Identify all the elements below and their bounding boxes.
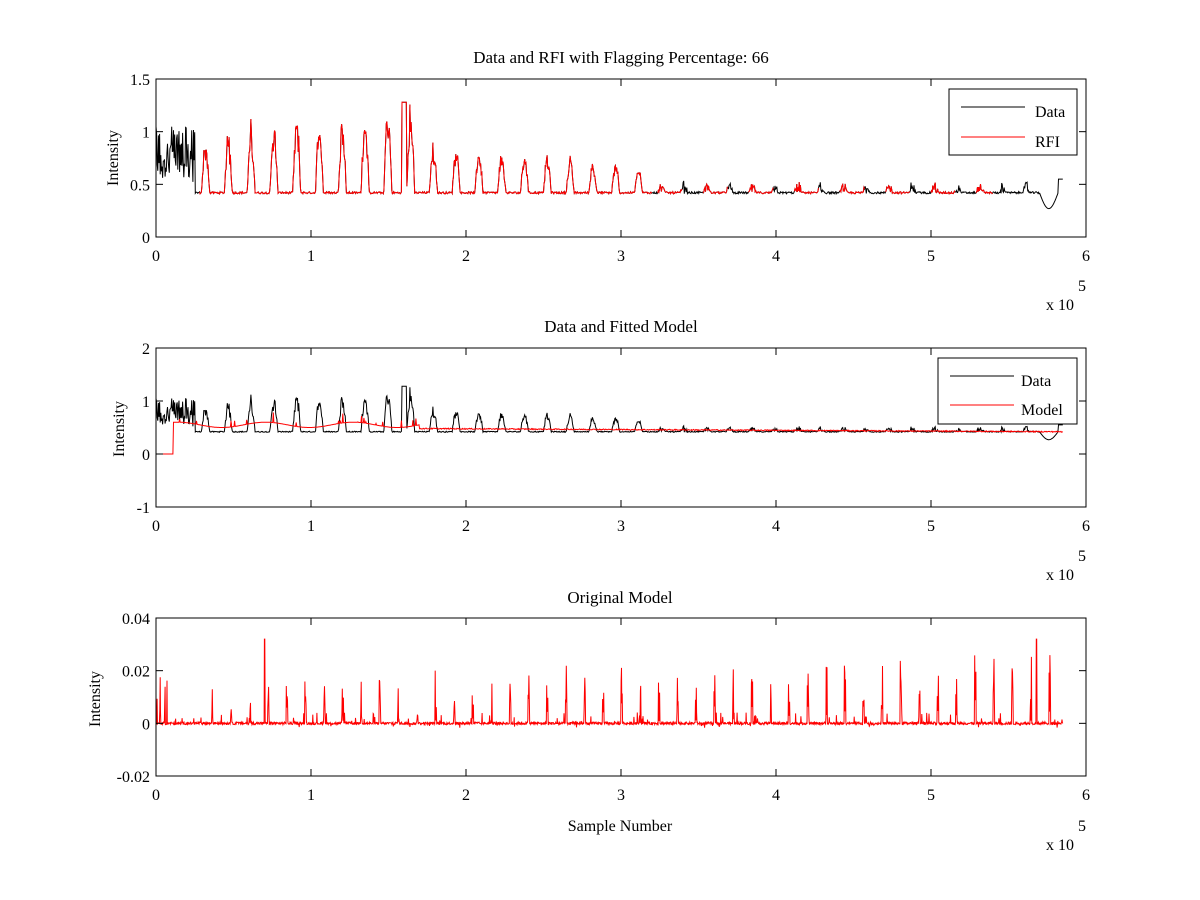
x-tick-label: 2 xyxy=(462,787,470,804)
y-tick-label: 1 xyxy=(142,394,150,411)
x-tick-label: 5 xyxy=(927,248,935,265)
x-tick-label: 5 xyxy=(927,518,935,535)
x-tick-label: 3 xyxy=(617,518,625,535)
panel-3-x-exponent: 5 xyxy=(1078,818,1086,835)
y-tick-label: 1.5 xyxy=(130,72,150,89)
y-tick-label: 0.04 xyxy=(122,611,150,628)
series-data-line xyxy=(155,385,1063,441)
x-tick-label: 4 xyxy=(772,518,780,535)
panel-3-ylabel: Intensity xyxy=(87,671,104,727)
y-tick-label: 0 xyxy=(142,716,150,733)
x-tick-label: 2 xyxy=(462,248,470,265)
x-tick-label: 0 xyxy=(152,787,160,804)
y-tick-label: 0 xyxy=(142,230,150,247)
x-tick-label: 3 xyxy=(617,248,625,265)
legend2-data-label: Data xyxy=(1021,373,1051,390)
x-tick-label: 6 xyxy=(1082,787,1090,804)
panel-3-xlabel: Sample Number xyxy=(568,818,673,835)
legend-rfi-label: RFI xyxy=(1035,134,1060,151)
x-tick-label: 3 xyxy=(617,787,625,804)
y-tick-label: 1 xyxy=(142,125,150,142)
x-tick-label: 2 xyxy=(462,518,470,535)
panel-2-legend: Data Model xyxy=(937,357,1078,425)
panel-fitted-model: Data and Fitted Model Intensity 0 1 2 3 4 5 6 -… xyxy=(111,317,1090,584)
panel-1-ylabel: Intensity xyxy=(105,130,122,186)
panel-1-title: Data and RFI with Flagging Percentage: 6… xyxy=(473,48,769,67)
panel-original-model: Original Model Intensity 0 1 2 3 4 5 6-0.0200.… xyxy=(87,588,1090,854)
x-tick-label: 0 xyxy=(152,518,160,535)
y-tick-label: 0 xyxy=(142,447,150,464)
panel-2-ylabel: Intensity xyxy=(111,401,128,457)
x-tick-label: 0 xyxy=(152,248,160,265)
panel-1-legend: Data RFI xyxy=(948,88,1078,156)
x-tick-label: 4 xyxy=(772,248,780,265)
y-tick-label: -0.02 xyxy=(117,769,150,786)
series-original-model-line xyxy=(155,638,1064,728)
y-tick-label: 2 xyxy=(142,341,150,358)
panel-rfi-flagging: Data and RFI with Flagging Percentage: 6… xyxy=(105,48,1090,314)
x-tick-label: 5 xyxy=(927,787,935,804)
x-tick-label: 4 xyxy=(772,787,780,804)
x-tick-label: 1 xyxy=(307,787,315,804)
series-rfi-line xyxy=(199,101,993,196)
x-tick-label: 6 xyxy=(1082,518,1090,535)
panel-2-title: Data and Fitted Model xyxy=(544,317,698,336)
panel-1-ticks: 0 1 2 3 4 5 6 0 0.5 1 1.5 xyxy=(130,72,1090,265)
y-tick-label: 0.02 xyxy=(122,664,150,681)
panel-1-legend-box xyxy=(948,88,1078,156)
panel-2-x-multiplier: x 10 xyxy=(1046,567,1074,584)
panel-2-x-exponent: 5 xyxy=(1078,548,1086,565)
panel-3-series xyxy=(155,638,1064,728)
y-tick-label: 0.5 xyxy=(130,177,150,194)
panel-3-x-multiplier: x 10 xyxy=(1046,837,1074,854)
panel-3-title: Original Model xyxy=(567,588,673,607)
x-tick-label: 1 xyxy=(307,518,315,535)
x-tick-label: 1 xyxy=(307,248,315,265)
panel-2-legend-box xyxy=(937,357,1078,425)
panel-1-x-exponent: 5 xyxy=(1078,278,1086,295)
legend2-model-label: Model xyxy=(1021,402,1063,419)
legend-data-label: Data xyxy=(1035,104,1065,121)
panel-1-x-multiplier: x 10 xyxy=(1046,297,1074,314)
y-tick-label: -1 xyxy=(137,500,150,517)
x-tick-label: 6 xyxy=(1082,248,1090,265)
series-model-line xyxy=(156,412,1064,455)
panel-1-series xyxy=(155,101,1063,210)
panel-2-series xyxy=(155,385,1064,455)
